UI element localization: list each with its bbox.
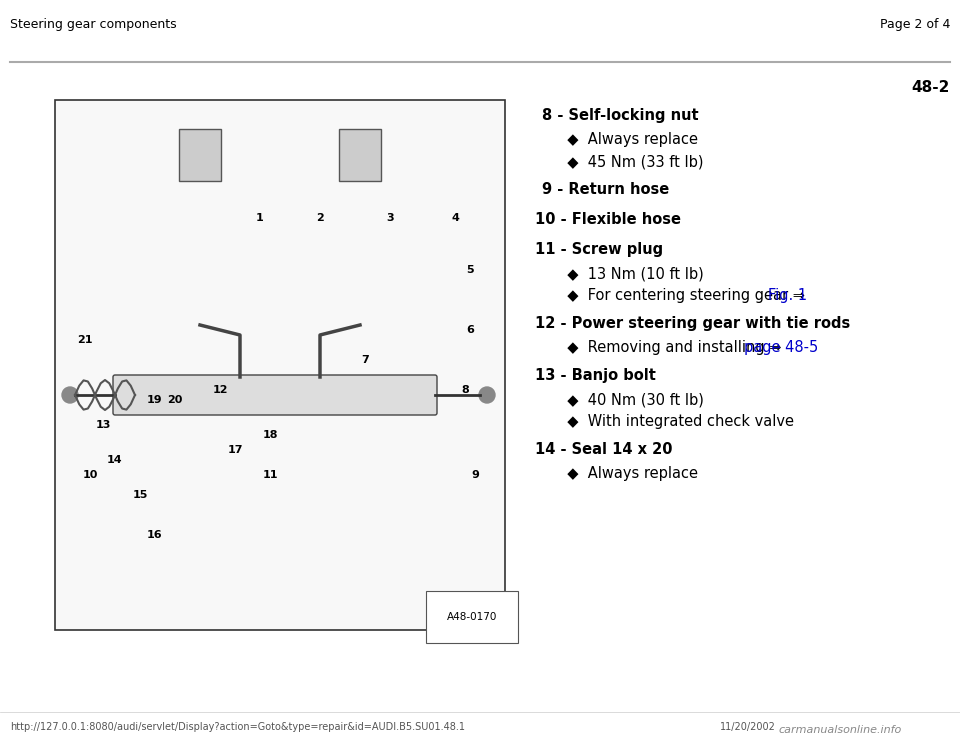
Text: 18: 18 (262, 430, 277, 440)
Text: Fig. 1: Fig. 1 (768, 288, 807, 303)
Text: ◆  45 Nm (33 ft lb): ◆ 45 Nm (33 ft lb) (558, 154, 704, 169)
Text: ◆  With integrated check valve: ◆ With integrated check valve (558, 414, 794, 429)
Text: 11/20/2002: 11/20/2002 (720, 722, 776, 732)
FancyBboxPatch shape (179, 129, 221, 181)
Text: ◆  13 Nm (10 ft lb): ◆ 13 Nm (10 ft lb) (558, 266, 704, 281)
Text: 19: 19 (147, 395, 163, 405)
Text: 13: 13 (95, 420, 110, 430)
Circle shape (479, 387, 495, 403)
Circle shape (62, 387, 78, 403)
FancyBboxPatch shape (55, 100, 505, 630)
Text: 13 - Banjo bolt: 13 - Banjo bolt (535, 368, 656, 383)
Text: 2: 2 (316, 213, 324, 223)
Text: 8: 8 (461, 385, 468, 395)
Text: 7: 7 (361, 355, 369, 365)
Text: 48-2: 48-2 (912, 80, 950, 95)
Text: ◆  Removing and installing ⇒: ◆ Removing and installing ⇒ (558, 340, 786, 355)
Text: 10 - Flexible hose: 10 - Flexible hose (535, 212, 681, 227)
FancyBboxPatch shape (339, 129, 381, 181)
Text: ◆  Always replace: ◆ Always replace (558, 132, 698, 147)
Text: 12: 12 (212, 385, 228, 395)
Text: 5: 5 (467, 265, 474, 275)
Text: http://127.0.0.1:8080/audi/servlet/Display?action=Goto&type=repair&id=AUDI.B5.SU: http://127.0.0.1:8080/audi/servlet/Displ… (10, 722, 465, 732)
Text: Steering gear components: Steering gear components (10, 18, 177, 31)
Text: Page 2 of 4: Page 2 of 4 (879, 18, 950, 31)
Text: 11 - Screw plug: 11 - Screw plug (535, 242, 663, 257)
Text: ◆  Always replace: ◆ Always replace (558, 466, 698, 481)
Text: 15: 15 (132, 490, 148, 500)
Text: A48-0170: A48-0170 (446, 612, 497, 622)
Text: 11: 11 (262, 470, 277, 480)
Text: 16: 16 (147, 530, 163, 540)
Text: page 48-5: page 48-5 (744, 340, 818, 355)
Text: 9: 9 (471, 470, 479, 480)
Text: 21: 21 (77, 335, 93, 345)
Text: ◆  For centering steering gear ⇒: ◆ For centering steering gear ⇒ (558, 288, 809, 303)
Text: 4: 4 (451, 213, 459, 223)
Text: 9 - Return hose: 9 - Return hose (542, 182, 669, 197)
Text: 14 - Seal 14 x 20: 14 - Seal 14 x 20 (535, 442, 673, 457)
Text: 20: 20 (167, 395, 182, 405)
Text: 17: 17 (228, 445, 243, 455)
Text: ◆  40 Nm (30 ft lb): ◆ 40 Nm (30 ft lb) (558, 392, 704, 407)
Text: 8 - Self-locking nut: 8 - Self-locking nut (542, 108, 699, 123)
Text: 3: 3 (386, 213, 394, 223)
Text: carmanualsonline.info: carmanualsonline.info (779, 725, 901, 735)
Text: 6: 6 (466, 325, 474, 335)
FancyBboxPatch shape (113, 375, 437, 415)
Text: 12 - Power steering gear with tie rods: 12 - Power steering gear with tie rods (535, 316, 851, 331)
Text: 1: 1 (256, 213, 264, 223)
Text: 14: 14 (108, 455, 123, 465)
Text: 10: 10 (83, 470, 98, 480)
